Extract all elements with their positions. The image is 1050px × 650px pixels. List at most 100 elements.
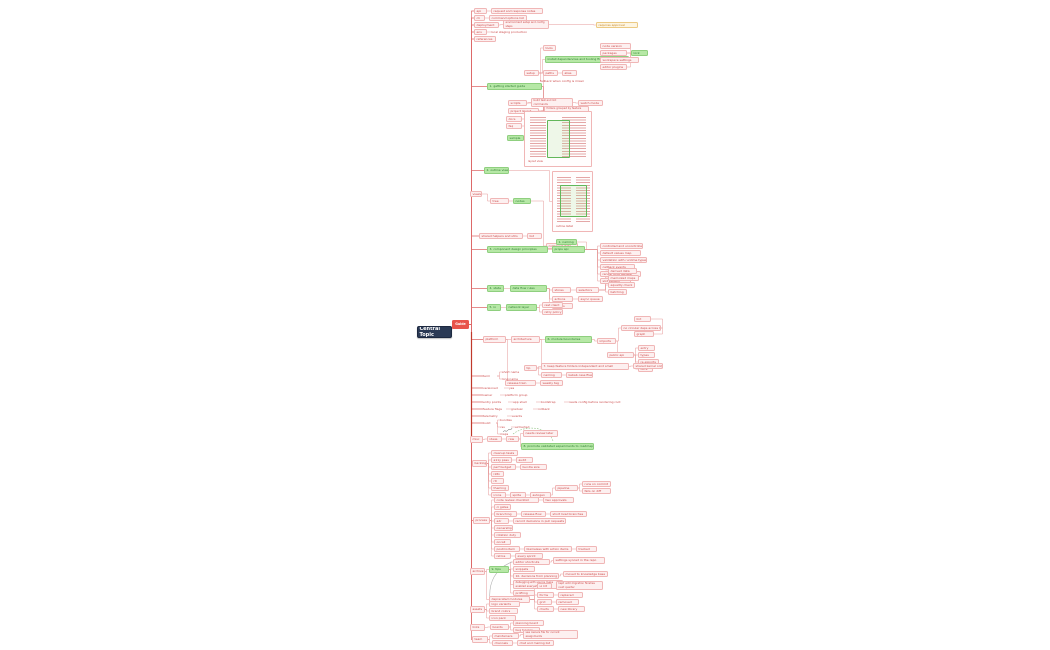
mindmap-node-h1[interactable]: short name [502,369,520,374]
mindmap-node-m2[interactable]: snippets [513,566,535,572]
mindmap-node-q5b[interactable]: removed [556,599,579,605]
mindmap-node-j3[interactable]: perf budget [491,464,516,470]
mindmap-node-h11[interactable]: feature flags [483,406,502,411]
mindmap-node-r1[interactable]: logo variants [489,601,520,607]
mindmap-node-b1[interactable]: tree [490,198,509,204]
mindmap-node-a2[interactable]: tools [543,45,556,51]
mindmap-node-a12[interactable]: scripts [508,100,527,106]
mindmap-node-f1[interactable]: network layer [506,304,537,311]
mindmap-node-t1[interactable]: api [474,8,487,14]
mindmap-node-u0[interactable]: team [472,636,488,643]
mindmap-node-e1[interactable]: data flow rules [510,285,547,292]
mindmap-node-q6b[interactable]: new library [558,606,585,612]
mindmap-node-h15[interactable]: events [512,413,523,418]
mindmap-node-h2[interactable]: long name [502,376,518,381]
mindmap-node-k3b[interactable]: release flow [521,511,546,517]
mindmap-node-m0[interactable]: 9. tips [489,566,509,573]
mindmap-node-h12[interactable]: gradual [511,406,523,411]
mindmap-node-a7[interactable]: workspace settings [600,57,639,63]
mindmap-node-h7[interactable]: entry points [483,399,502,404]
mindmap-node-k1[interactable]: code review checklist [494,497,539,503]
mindmap-node-e5[interactable]: memoized maps [608,275,639,281]
mindmap-node-e4[interactable]: derived data [608,268,637,274]
mindmap-node-B0[interactable]: 2. outline view [484,167,509,174]
mindmap-node-m1[interactable]: editor shortcuts [513,559,550,565]
mindmap-node-u2[interactable]: channels [492,640,513,646]
mindmap-node-h9[interactable]: bootstrap [541,399,556,404]
mindmap-node-a14[interactable]: watch mode [578,100,603,106]
mindmap-node-a5[interactable]: packages [600,50,627,56]
mindmap-node-h16[interactable]: build [483,420,491,425]
mindmap-node-i2[interactable]: raw [506,436,519,442]
mindmap-node-k9b[interactable]: every sprint [515,553,543,559]
mindmap-node-g4[interactable]: no circular deps across layers [621,325,661,331]
mindmap-node-k8c[interactable]: tracked [576,546,597,552]
mindmap-node-a8[interactable]: editor plugins [600,64,627,70]
mindmap-node-b1b[interactable]: nodes [513,198,531,204]
mindmap-node-q4[interactable]: forms [537,592,554,598]
mindmap-node-q6[interactable]: charts [537,606,554,612]
mindmap-node-k5[interactable]: ownership [494,525,513,531]
mindmap-node-h5[interactable]: owner [483,392,493,397]
mindmap-node-g16[interactable]: kebab case files [566,372,593,378]
mindmap-node-m3[interactable]: 10. decisions from planning [513,573,559,579]
mindmap-node-q5[interactable]: grid [537,599,552,605]
mindmap-node-i1[interactable]: ideas [487,436,502,442]
mindmap-node-k8b[interactable]: blameless with action items [524,546,572,552]
mindmap-node-s0[interactable]: links [470,624,485,631]
mindmap-node-g15[interactable]: naming [541,372,562,378]
mindmap-node-e9[interactable]: async queue [578,296,603,302]
mindmap-node-e3[interactable]: selectors [576,287,599,293]
mindmap-node-e0[interactable]: 4. state [487,285,504,292]
mindmap-node-i0[interactable]: misc [470,436,483,443]
mindmap-node-t6[interactable]: environment setup and config steps [503,20,549,29]
mindmap-node-h4[interactable]: yes [509,385,515,390]
mindmap-node-j3b[interactable]: bundle size [520,464,547,470]
mindmap-node-k2[interactable]: ci gates [494,504,511,510]
mindmap-node-i3[interactable]: needs review later [523,430,558,437]
mindmap-node-r3[interactable]: icon pack [489,615,516,621]
mindmap-node-j5[interactable]: rtl [491,478,504,484]
mindmap-node-a17[interactable]: docs [506,116,522,122]
mindmap-node-s2[interactable]: planning board [513,620,544,626]
mindmap-node-d3[interactable]: controlled and uncontrolled [600,243,643,249]
mindmap-node-t3[interactable]: cli [474,15,485,21]
mindmap-node-k3[interactable]: branching [494,511,517,517]
mindmap-node-g3[interactable]: imports [597,338,616,344]
mindmap-node-b0[interactable]: views [470,191,482,197]
mindmap-panel-panel1[interactable]: layout view [524,111,592,167]
mindmap-node-j8c[interactable]: fails on diff [582,488,611,494]
mindmap-node-f2[interactable]: rest client [542,302,563,308]
mindmap-node-g1[interactable]: architecture [511,336,540,343]
mindmap-node-r0[interactable]: assets [470,606,485,613]
mindmap-node-g13[interactable]: 7. keep feature folders independent and … [541,363,629,370]
mindmap-node-t10[interactable]: references [474,36,496,42]
mindmap-node-g5[interactable]: lint [634,316,651,322]
mindmap-node-h8[interactable]: app shell [513,399,527,404]
mindmap-node-j2[interactable]: a11y pass [491,457,512,463]
mindmap-node-k4[interactable]: adr [494,518,509,524]
mindmap-node-g8[interactable]: entry [638,345,655,351]
mindmap-node-k7[interactable]: oncall [494,539,511,545]
mindmap-node-f3[interactable]: retry policy [542,309,563,315]
mindmap-node-a4[interactable]: node version [600,43,631,49]
mindmap-node-r2[interactable]: brand colors [489,608,518,614]
mindmap-node-k0[interactable]: process [473,517,490,524]
mindmap-node-k1b[interactable]: two approvals [543,497,574,503]
mindmap-node-g12[interactable]: tip [524,365,537,371]
mindmap-node-h19[interactable]: extracted [515,424,530,429]
mindmap-node-q3[interactable]: kept until migration finishes next quart… [556,581,603,590]
mindmap-node-g17[interactable]: release train [505,380,536,386]
mindmap-node-m1b[interactable]: settings synced in the repo [553,557,605,564]
mindmap-node-e7[interactable]: batching [608,289,627,295]
mindmap-node-c0[interactable]: shared helpers and utils [479,233,523,239]
mindmap-node-k6[interactable]: rotation duty [494,532,521,538]
mindmap-node-a6[interactable]: lock [631,50,648,56]
mindmap-node-j4[interactable]: i18n [491,471,504,477]
mindmap-node-h3[interactable]: versioned [483,385,498,390]
mindmap-node-k8[interactable]: postmortem [494,546,520,552]
mindmap-node-d5[interactable]: validation with runtime types [600,257,647,263]
mindmap-node-t9[interactable]: local staging production [491,29,528,34]
mindmap-node-a11[interactable]: fallback when config is missing [540,78,584,83]
mindmap-node-g14[interactable]: shared kernel only [633,363,663,369]
